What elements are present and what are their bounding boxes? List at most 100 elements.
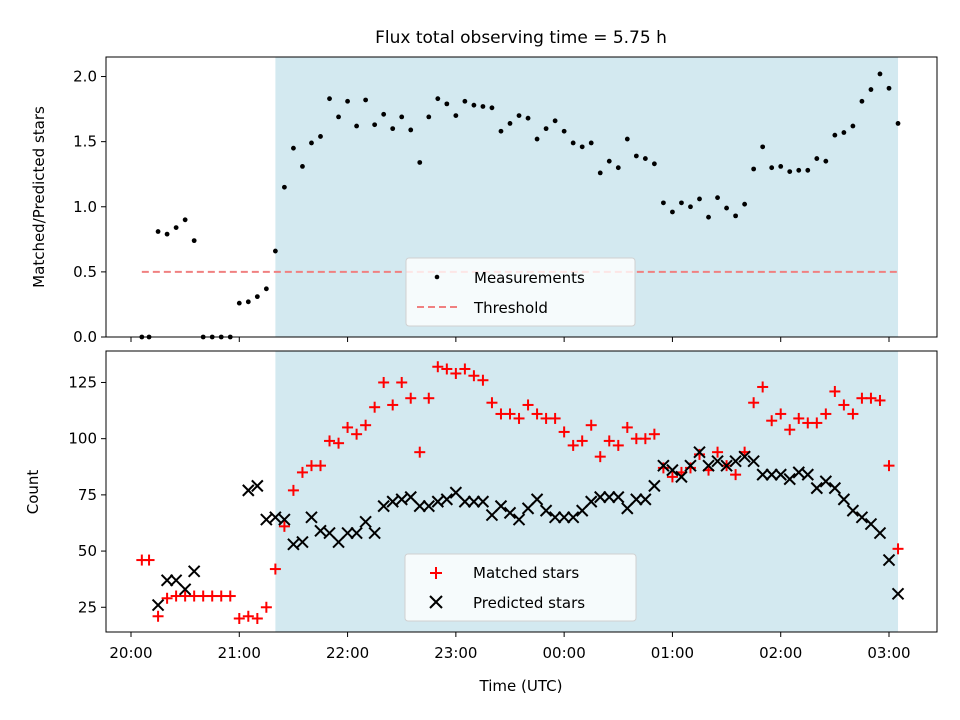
measurement-point [760,144,766,150]
measurement-point [426,114,432,120]
matched-star-point [387,399,399,411]
matched-star-point [287,484,299,496]
measurement-point [778,163,784,169]
predicted-star-point [314,524,327,538]
measurement-point [742,201,748,207]
measurement-point [697,196,702,202]
measurement-point [579,144,585,150]
matched-star-point [143,554,155,566]
predicted-star-point [503,506,517,520]
predicted-star-point [458,495,472,508]
measurement-point [164,231,170,237]
x-tick-label: 21:00 [218,644,261,662]
bottom-y-ticks: 25 50 75 100 125 [68,373,106,616]
predicted-star-point [711,454,724,468]
matched-star-point [342,421,354,433]
matched-star-point [748,397,760,409]
matched-star-point [224,590,236,602]
legend-matched-marker [430,567,442,579]
matched-star-point [684,462,696,474]
predicted-star-point [756,468,769,481]
predicted-star-point [476,495,490,508]
measurement-point [507,121,513,126]
matched-star-point [865,392,877,404]
measurement-point [570,140,576,146]
matched-star-point [522,399,534,411]
predicted-star-point [882,553,896,567]
measurement-point [381,111,387,117]
matched-star-point [621,421,633,433]
matched-star-point [847,408,859,420]
measurement-point [263,286,269,292]
matched-star-point [269,563,281,575]
x-axis-label: Time (UTC) [479,677,563,695]
ratio-points [139,71,901,340]
predicted-star-point [530,493,544,506]
measurement-point [363,97,369,103]
predicted-star-point [693,445,706,459]
matched-star-point [874,394,886,406]
matched-star-point [784,424,796,436]
matched-star-point [486,397,498,409]
predicted-star-point [151,598,165,612]
measurement-point [309,140,314,146]
matched-stars-points [136,361,904,625]
legend-matched-label: Matched stars [473,564,579,582]
predicted-star-point [783,472,796,486]
predicted-star-point [774,468,787,481]
matched-star-point [892,543,904,555]
y-tick-label: 2.0 [73,68,97,86]
matched-star-point [351,428,363,440]
matched-star-point [441,363,453,375]
measurement-point [841,130,847,135]
measurement-point [372,122,378,128]
measurement-point [471,102,477,108]
measurement-point [895,121,901,126]
matched-star-point [531,408,543,420]
measurement-point [173,225,179,231]
matched-star-point [296,466,308,478]
matched-star-point [459,363,471,375]
predicted-star-point [305,511,318,524]
measurement-point [498,128,504,134]
predicted-star-point [603,490,616,504]
matched-star-point [369,401,381,413]
measurement-point [408,127,414,133]
matched-star-point [233,613,245,625]
matched-star-point [242,610,254,622]
measurement-point [561,128,567,134]
bottom-legend-box [404,553,637,622]
measurement-point [462,98,468,104]
x-tick-label: 01:00 [651,644,694,662]
y-tick-label: 1.0 [73,198,97,216]
measurement-point [417,160,423,165]
measurement-point [336,114,341,120]
matched-star-point [793,412,805,424]
measurement-point [254,294,260,300]
matched-star-point [396,376,408,388]
predicted-star-point [431,495,445,508]
measurement-point [272,248,278,254]
matched-star-point [712,446,724,458]
bottom-x-ticks: 20:00 21:00 22:00 23:00 00:00 01:00 02:00 03:00 [109,632,911,662]
measurement-point [191,238,197,244]
predicted-star-point [765,468,778,481]
measurement-point [236,300,242,306]
predicted-star-point [566,511,580,524]
measurement-point [390,126,396,132]
predicted-star-point [846,504,860,517]
y-tick-label: 50 [78,542,97,560]
matched-star-point [838,399,850,411]
measurement-point [453,113,459,119]
predicted-star-point [684,459,697,472]
predicted-star-point [747,454,760,468]
chart-title: Flux total observing time = 5.75 h [375,28,667,48]
y-tick-label: 1.5 [73,133,97,151]
matched-star-point [820,408,832,420]
measurement-point [642,156,648,161]
matched-star-point [450,367,462,379]
predicted-star-point [160,574,174,587]
matched-star-point [657,462,669,474]
measurement-point [715,195,720,201]
predicted-star-point [630,493,643,506]
